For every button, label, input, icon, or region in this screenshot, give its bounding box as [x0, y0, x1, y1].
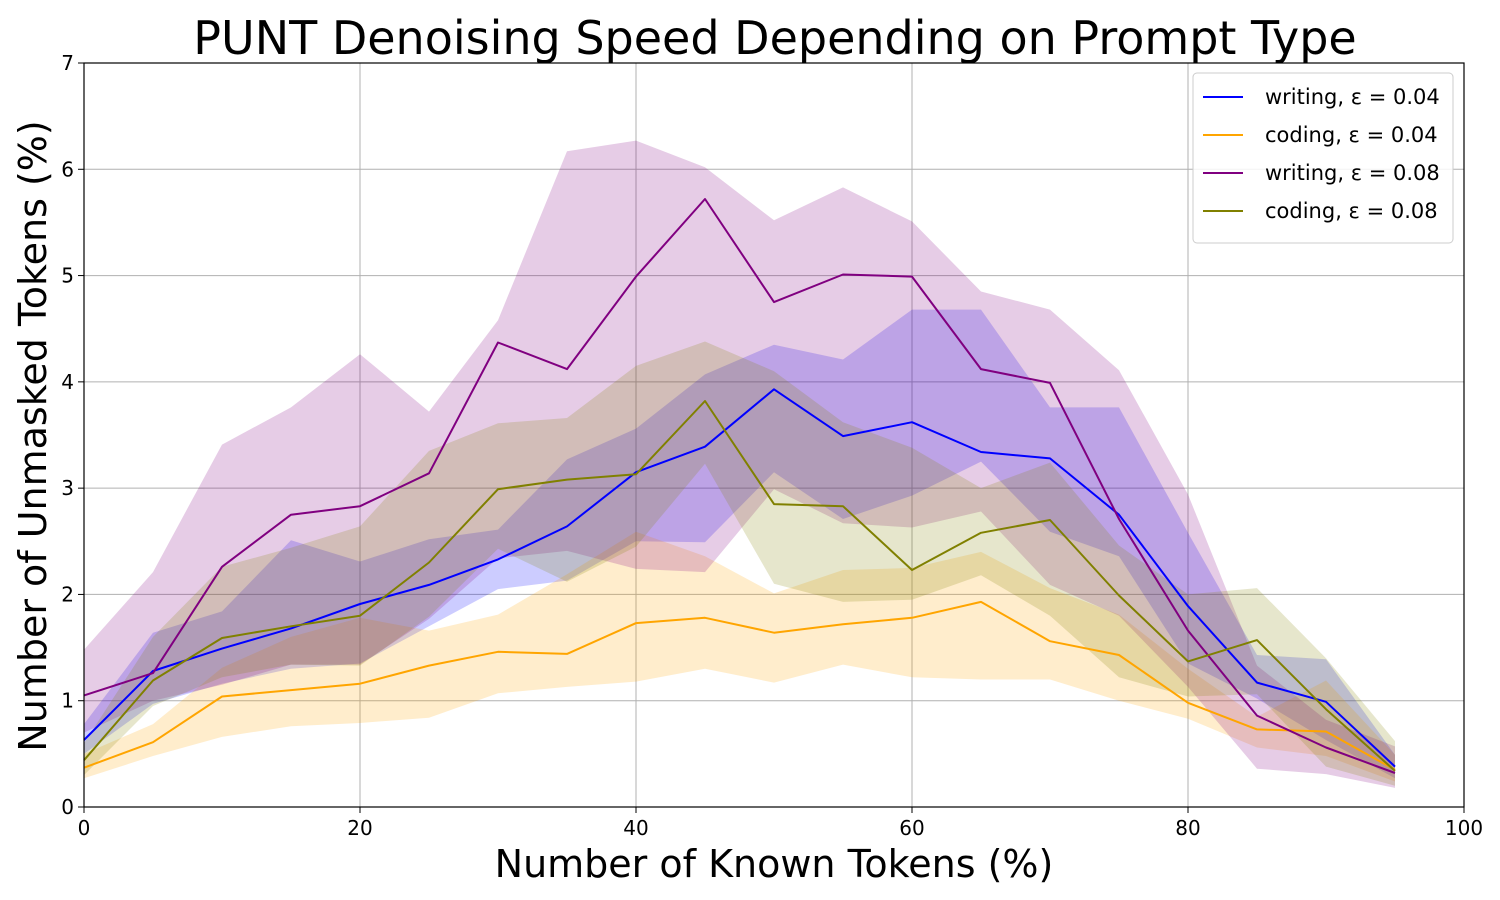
x-tick-label: 80	[1175, 816, 1200, 840]
x-tick-label: 60	[899, 816, 924, 840]
y-tick-label: 6	[61, 157, 74, 181]
series-lines	[83, 198, 1396, 774]
y-axis-label: Number of Unmasked Tokens (%)	[11, 120, 55, 751]
plot-frame	[83, 62, 1465, 808]
band-series-3	[84, 341, 1395, 786]
chart-title: PUNT Denoising Speed Depending on Prompt…	[193, 11, 1356, 65]
y-tick-label: 5	[61, 264, 74, 288]
y-tick-label: 7	[61, 51, 74, 75]
y-tick-label: 3	[61, 476, 74, 500]
line-series-3	[83, 400, 1396, 772]
legend-label: writing, ε = 0.08	[1265, 161, 1440, 185]
y-tick-label: 1	[61, 689, 74, 713]
line-series-2	[83, 198, 1396, 774]
band-series-1	[84, 531, 1395, 782]
line-series-1	[83, 600, 1396, 771]
axis-ticks: 0 20 40 60 80 100 0 1 2 3 4 5 6 7	[61, 51, 1483, 840]
band-series-0	[84, 309, 1395, 779]
x-axis-label: Number of Known Tokens (%)	[495, 842, 1054, 886]
x-tick-label: 20	[347, 816, 372, 840]
x-tick-label: 40	[623, 816, 648, 840]
legend-label: coding, ε = 0.08	[1265, 199, 1438, 223]
y-tick-label: 0	[61, 795, 74, 819]
y-tick-label: 2	[61, 582, 74, 606]
legend-box	[1192, 72, 1454, 244]
legend-label: writing, ε = 0.04	[1265, 85, 1440, 109]
confidence-bands	[84, 140, 1395, 788]
x-tick-label: 0	[78, 816, 91, 840]
y-tick-label: 4	[61, 370, 74, 394]
legend-label: coding, ε = 0.04	[1265, 123, 1438, 147]
band-series-2	[84, 140, 1395, 788]
legend: writing, ε = 0.04 coding, ε = 0.04 writing…	[1192, 72, 1454, 244]
x-tick-label: 100	[1445, 816, 1483, 840]
